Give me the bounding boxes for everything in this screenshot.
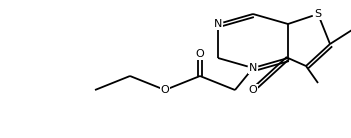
Text: N: N xyxy=(214,19,222,29)
Text: N: N xyxy=(249,63,257,73)
Text: O: O xyxy=(196,49,204,59)
Text: O: O xyxy=(161,85,170,95)
Text: O: O xyxy=(249,85,257,95)
Text: S: S xyxy=(314,9,322,19)
